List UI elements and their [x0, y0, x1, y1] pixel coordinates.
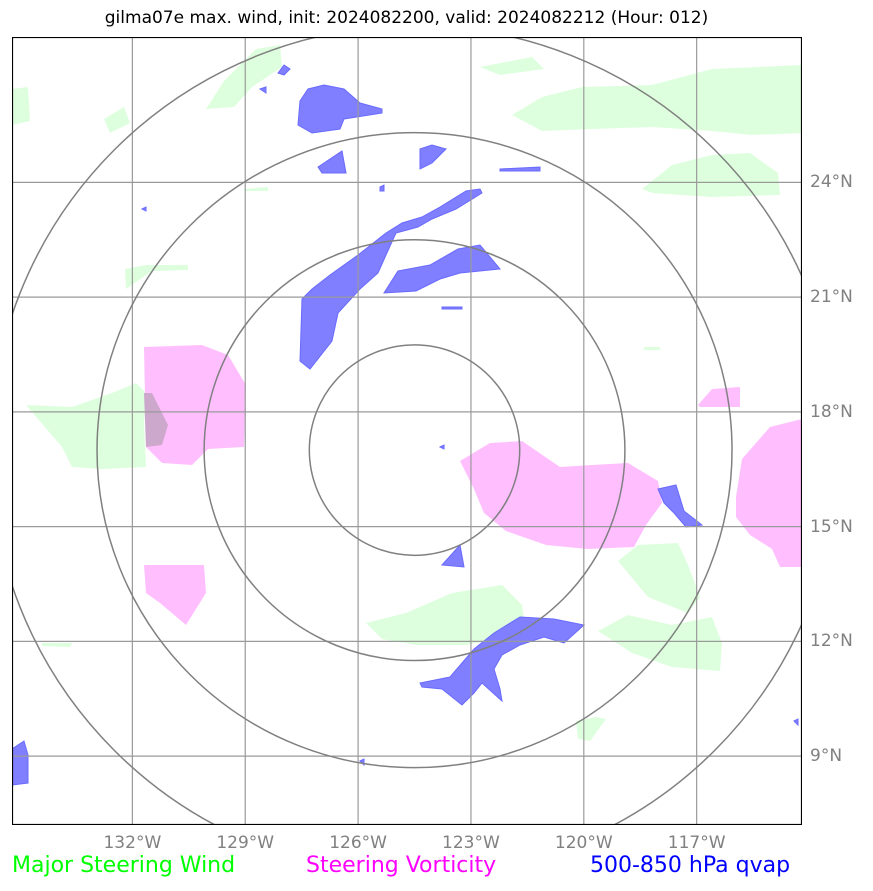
qvap-area — [258, 86, 267, 94]
qvap-area — [438, 444, 445, 450]
latitude-label: 15°N — [810, 516, 853, 537]
steering-vorticity-area — [144, 345, 246, 465]
qvap-area — [297, 84, 383, 134]
qvap-area — [793, 718, 799, 727]
qvap-area — [12, 740, 29, 786]
steering-wind-area — [618, 543, 700, 613]
qvap-area — [419, 144, 447, 170]
legend-steering-wind: Major Steering Wind — [12, 853, 236, 878]
steering-wind-area — [512, 65, 802, 135]
qvap-area — [317, 150, 347, 174]
steering-wind-area — [12, 87, 30, 125]
range-ring — [203, 238, 626, 662]
range-rings — [12, 37, 802, 825]
qvap-area — [277, 64, 291, 76]
qvap-area — [657, 484, 704, 528]
qvap-area — [440, 543, 465, 568]
longitude-label: 123°W — [442, 833, 500, 853]
qvap-area — [140, 206, 147, 212]
steering-vorticity-area — [736, 419, 802, 567]
steering-wind-area — [244, 187, 268, 191]
latitude-label: 24°N — [810, 172, 853, 193]
latitude-label: 12°N — [810, 631, 853, 652]
qvap-area — [499, 166, 541, 172]
qvap-area — [299, 188, 483, 370]
qvap-area — [419, 616, 586, 706]
map-panel[interactable] — [12, 37, 802, 825]
steering-wind-area — [42, 643, 72, 647]
qvap-area — [379, 184, 385, 192]
latitude-label: 18°N — [810, 401, 853, 422]
longitude-label: 132°W — [103, 833, 162, 853]
steering-wind-area — [644, 347, 660, 350]
legend-steering-vorticity: Steering Vorticity — [306, 853, 497, 878]
steering-wind-area — [366, 585, 526, 645]
qvap-layer — [12, 64, 799, 786]
steering-wind-area — [642, 153, 780, 197]
range-ring — [96, 131, 733, 769]
steering-wind-area — [598, 615, 722, 671]
plot-title: gilma07e max. wind, init: 2024082200, va… — [104, 8, 709, 28]
steering-wind-layer — [12, 45, 802, 741]
wind-vorticity-overlap — [144, 393, 168, 447]
latitude-label: 9°N — [810, 746, 843, 767]
longitude-label: 117°W — [667, 833, 726, 853]
graticule — [12, 37, 802, 825]
steering-vorticity-area — [698, 387, 740, 407]
qvap-area — [441, 306, 463, 310]
steering-wind-area — [125, 265, 188, 289]
steering-vorticity-area — [144, 565, 206, 625]
longitude-label: 126°W — [329, 833, 387, 853]
map-border — [12, 37, 802, 825]
map-canvas — [12, 37, 802, 825]
steering-wind-area — [206, 45, 282, 109]
legend-qvap: 500-850 hPa qvap — [590, 853, 791, 878]
steering-wind-area — [104, 107, 130, 133]
range-ring — [308, 344, 521, 557]
longitude-label: 129°W — [216, 833, 275, 853]
longitude-label: 120°W — [554, 833, 613, 853]
steering-wind-area — [26, 383, 146, 469]
latitude-label: 21°N — [810, 287, 853, 308]
steering-wind-area — [480, 57, 544, 75]
